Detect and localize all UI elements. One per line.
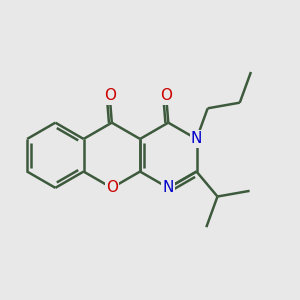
Text: N: N: [163, 180, 174, 195]
Text: O: O: [106, 180, 118, 195]
Text: O: O: [160, 88, 172, 104]
Text: N: N: [191, 131, 202, 146]
Text: O: O: [104, 88, 116, 104]
